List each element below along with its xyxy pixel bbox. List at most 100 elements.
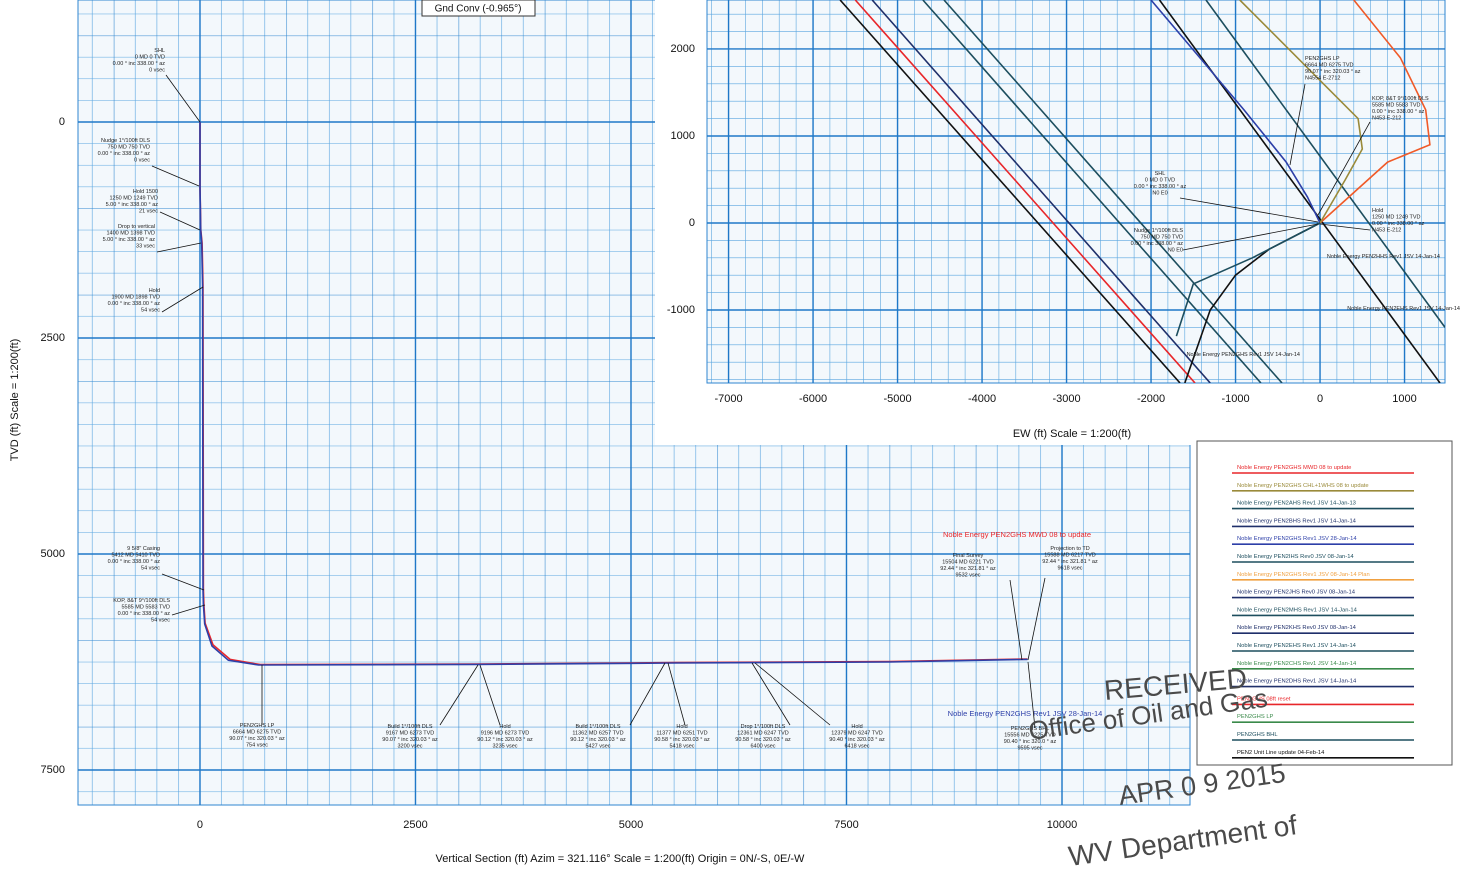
y-tick-label: 0	[689, 217, 695, 229]
annotation: 9618 vsec	[1057, 566, 1082, 572]
leader-line	[754, 662, 831, 726]
annotation: 15588 MD 6217 TVD	[1044, 553, 1096, 559]
annotation: 54 vsec	[141, 308, 160, 314]
leader-line	[439, 664, 479, 726]
legend-label: Noble Energy PEN2EHS Rev1 JSV 14-Jan-14	[1237, 643, 1357, 649]
annotation: Hold	[851, 724, 862, 730]
annotation: 11377 MD 6251 TVD	[656, 731, 707, 737]
leader-line	[1182, 223, 1319, 251]
x-tick-label: 5000	[619, 819, 643, 831]
leader-line	[667, 662, 686, 726]
annotation: 6664 MD 6275 TVD	[1305, 63, 1354, 69]
annotation: 6400 vsec	[750, 744, 775, 750]
annotation: 3235 vsec	[492, 744, 517, 750]
series-line	[922, 0, 1262, 383]
y-axis-label: TVD (ft) Scale = 1:200(ft)	[9, 339, 21, 462]
x-tick-label: 1000	[1392, 393, 1416, 405]
annotation: 5.00 ° inc 338.00 ° az	[106, 202, 159, 208]
annotation: Projection to TD	[1050, 546, 1089, 552]
annotation: 11362 MD 6257 TVD	[572, 731, 623, 737]
annotation: Hold	[149, 288, 160, 294]
annotation: 750 MD 750 TVD	[108, 145, 150, 151]
annotation: N453 E-212	[1372, 228, 1401, 234]
legend-label: Noble Energy PEN2GHS CHL+1WHS 08 to upda…	[1237, 483, 1369, 489]
annotation: Hold	[676, 724, 687, 730]
annotation: 750 MD 750 TVD	[1141, 235, 1183, 241]
annotation: PEN2GHS BHL	[1011, 726, 1050, 732]
annotation: Nudge 1°/100ft DLS	[1134, 228, 1183, 234]
leader-line	[1319, 223, 1371, 231]
series-line	[1150, 0, 1321, 224]
y-tick-label: 5000	[41, 548, 65, 560]
x-tick-label: 0	[1317, 393, 1323, 405]
annotation: 3200 vsec	[397, 744, 422, 750]
annotation: 33 vsec	[136, 244, 155, 250]
annotation: Noble Energy PEN2HHS Rev1 JSV 14-Jan-14	[1327, 254, 1440, 260]
annotation: 90.58 ° inc 320.03 ° az	[654, 737, 710, 743]
annotation: 6418 vsec	[844, 744, 869, 750]
legend-label: Noble Energy PEN2IHS Rev0 JSV 08-Jan-14	[1237, 554, 1354, 560]
annotation: 5585 MD 5583 TVD	[121, 605, 170, 611]
leader-line	[751, 662, 791, 726]
annotation: 15504 MD 6221 TVD	[942, 560, 994, 566]
annotation: 5585 MD 5583 TVD	[1372, 103, 1421, 109]
legend-label: Noble Energy PEN2BHS Rev1 JSV 14-Jan-14	[1237, 518, 1357, 524]
annotation: N4554 E-2712	[1305, 76, 1340, 82]
annotation: Hold	[499, 724, 510, 730]
legend-label: Noble Energy PEN2JHS Rev0 JSV 08-Jan-14	[1237, 590, 1356, 596]
annotation: 5427 vsec	[585, 744, 610, 750]
annotation: 0 MD 0 TVD	[135, 55, 165, 61]
leader-line	[1289, 83, 1306, 166]
annotation: PEN2GHS LP	[240, 723, 275, 729]
series-line	[1158, 0, 1441, 383]
legend-label: PEN2GHS 08ft reset	[1237, 696, 1291, 702]
leader-line	[151, 165, 200, 187]
annotation: 90.12 ° inc 320.03 ° az	[570, 737, 626, 743]
annotation: KOP, 8&T 9°/100ft DLS	[113, 598, 170, 604]
annotation: 0.00 ° inc 338.00 ° az	[113, 61, 166, 67]
legend-label: Noble Energy PEN2GHS MWD 08 to update	[1237, 465, 1351, 471]
plan-text: -7000 -6000 -5000 -4000 -3000 -2000 -1000 0 1000…	[667, 43, 1460, 440]
x-tick-label: -7000	[714, 393, 742, 405]
annotation: Nudge 1°/100ft DLS	[101, 138, 150, 144]
x-tick-label: 10000	[1047, 819, 1078, 831]
annotation: Build 1°/100ft DLS	[387, 724, 432, 730]
series-line	[871, 0, 1211, 383]
y-tick-label: 2500	[41, 332, 65, 344]
annotation: 0 vsec	[134, 158, 150, 164]
annotation: 90.12 ° inc 320.03 ° az	[477, 737, 533, 743]
annotation: 92.44 ° inc 321.81 ° az	[940, 566, 996, 572]
y-tick-label: 7500	[41, 764, 65, 776]
annotation: 9167 MD 6273 TVD	[386, 731, 435, 737]
annotation: 90.40 ° inc 320.0 ° az	[1004, 739, 1057, 745]
annotation: 5412 MD 5410 TVD	[111, 553, 160, 559]
leader-line	[1009, 579, 1023, 661]
x-tick-label: -6000	[799, 393, 827, 405]
series-line	[1205, 0, 1445, 328]
note-box	[421, 0, 536, 17]
x-tick-label: -5000	[883, 393, 911, 405]
annotation: Drop to vertical	[118, 224, 155, 230]
legend-label: PEN2GHS BHL	[1237, 732, 1278, 738]
leader-line	[1027, 577, 1046, 661]
series-line	[199, 122, 1028, 666]
annotation: 0.00 ° inc 338.00 ° az	[108, 301, 161, 307]
leader-line	[156, 242, 202, 253]
x-tick-label: -1000	[1221, 393, 1249, 405]
annotation: 9 5/8" Casing	[127, 546, 160, 552]
x-tick-label: -2000	[1137, 393, 1165, 405]
annotation: 90.07 ° inc 320.03 ° az	[229, 736, 285, 742]
series-line	[1239, 0, 1364, 224]
legend-label: Noble Energy PEN2GHS Rev1 JSV 08-Jan-14 …	[1237, 572, 1370, 578]
plan-layer	[707, 0, 1445, 383]
x-tick-label: -3000	[1052, 393, 1080, 405]
legend: Noble Energy PEN2GHS MWD 08 to update Nob…	[1232, 465, 1414, 759]
leader-line	[171, 604, 206, 616]
annotation: 9196 MD 6273 TVD	[481, 731, 530, 737]
x-tick-label: 2500	[403, 819, 427, 831]
annotation: 12361 MD 6247 TVD	[737, 731, 789, 737]
annotation: N0 E0	[1152, 191, 1167, 197]
leader-line	[1317, 121, 1371, 216]
legend-label: Noble Energy PEN2GHS Rev1 JSV 28-Jan-14	[1237, 536, 1357, 542]
annotation: 9595 vsec	[1017, 746, 1042, 752]
